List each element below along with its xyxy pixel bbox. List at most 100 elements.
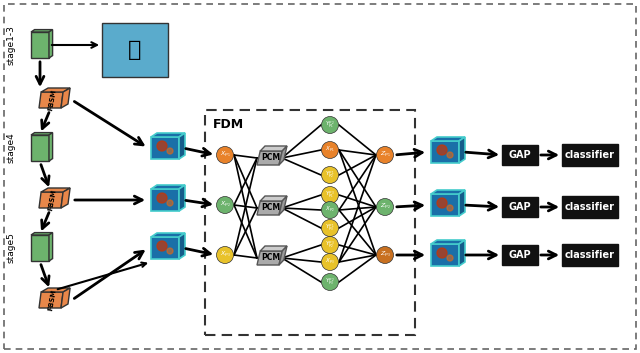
Polygon shape bbox=[459, 240, 465, 266]
Circle shape bbox=[157, 193, 167, 203]
Circle shape bbox=[376, 146, 394, 163]
Polygon shape bbox=[31, 233, 52, 235]
Text: FBSM: FBSM bbox=[47, 289, 57, 311]
Circle shape bbox=[157, 241, 167, 251]
Polygon shape bbox=[151, 185, 185, 189]
Polygon shape bbox=[151, 233, 185, 237]
Text: $X_{p_2}$: $X_{p_2}$ bbox=[220, 200, 230, 210]
FancyBboxPatch shape bbox=[502, 197, 538, 217]
Polygon shape bbox=[431, 190, 465, 194]
Polygon shape bbox=[179, 185, 185, 211]
Polygon shape bbox=[151, 237, 179, 259]
Text: $X_{p_3}$: $X_{p_3}$ bbox=[220, 250, 230, 260]
Polygon shape bbox=[260, 196, 287, 201]
Polygon shape bbox=[41, 188, 70, 192]
Polygon shape bbox=[49, 133, 52, 161]
Polygon shape bbox=[41, 288, 70, 292]
Text: $Y^{p_3}_{p_1}$: $Y^{p_3}_{p_1}$ bbox=[325, 189, 335, 201]
Polygon shape bbox=[31, 135, 49, 161]
Circle shape bbox=[216, 246, 234, 263]
FancyBboxPatch shape bbox=[502, 145, 538, 165]
Polygon shape bbox=[279, 196, 287, 215]
Circle shape bbox=[167, 200, 173, 206]
Circle shape bbox=[321, 116, 339, 133]
Circle shape bbox=[321, 142, 339, 158]
Text: $Y^{p_1}_{p_3}$: $Y^{p_1}_{p_3}$ bbox=[325, 222, 335, 234]
Polygon shape bbox=[431, 141, 459, 163]
FancyBboxPatch shape bbox=[562, 196, 618, 218]
Polygon shape bbox=[179, 133, 185, 159]
Text: PCM: PCM bbox=[261, 203, 280, 213]
Polygon shape bbox=[151, 133, 185, 137]
Polygon shape bbox=[61, 288, 70, 308]
FancyBboxPatch shape bbox=[102, 23, 168, 77]
Text: 🐦: 🐦 bbox=[128, 40, 141, 60]
Text: classifier: classifier bbox=[565, 150, 615, 160]
Circle shape bbox=[437, 198, 447, 208]
Circle shape bbox=[321, 274, 339, 291]
Polygon shape bbox=[61, 188, 70, 208]
Circle shape bbox=[437, 145, 447, 155]
Text: $Y^{p_2}_{p_3}$: $Y^{p_2}_{p_3}$ bbox=[325, 276, 335, 288]
Polygon shape bbox=[257, 201, 282, 215]
Circle shape bbox=[321, 237, 339, 253]
Text: FDM: FDM bbox=[213, 118, 244, 131]
Text: $Y^{p_2}_{p_1}$: $Y^{p_2}_{p_1}$ bbox=[325, 119, 335, 131]
Polygon shape bbox=[260, 146, 287, 151]
Text: PCM: PCM bbox=[261, 253, 280, 263]
Polygon shape bbox=[41, 88, 70, 92]
Text: PCM: PCM bbox=[261, 154, 280, 162]
Text: classifier: classifier bbox=[565, 202, 615, 212]
Circle shape bbox=[437, 248, 447, 258]
Polygon shape bbox=[179, 233, 185, 259]
Text: GAP: GAP bbox=[509, 150, 531, 160]
Polygon shape bbox=[459, 137, 465, 163]
Text: $X_{p_3}$: $X_{p_3}$ bbox=[325, 257, 335, 267]
Circle shape bbox=[376, 246, 394, 263]
Polygon shape bbox=[151, 137, 179, 159]
Text: $Z_{p_3}$: $Z_{p_3}$ bbox=[380, 250, 390, 260]
Text: stage1-3: stage1-3 bbox=[7, 25, 16, 65]
Polygon shape bbox=[39, 292, 63, 308]
Circle shape bbox=[321, 186, 339, 203]
Text: GAP: GAP bbox=[509, 250, 531, 260]
FancyBboxPatch shape bbox=[502, 245, 538, 265]
Circle shape bbox=[321, 202, 339, 219]
Circle shape bbox=[447, 152, 453, 158]
Text: classifier: classifier bbox=[565, 250, 615, 260]
Polygon shape bbox=[31, 30, 52, 32]
Polygon shape bbox=[431, 244, 459, 266]
Circle shape bbox=[167, 248, 173, 254]
Text: $Y^{p_1}_{p_2}$: $Y^{p_1}_{p_2}$ bbox=[325, 169, 335, 181]
FancyBboxPatch shape bbox=[562, 144, 618, 166]
Polygon shape bbox=[39, 92, 63, 108]
Polygon shape bbox=[49, 30, 52, 58]
Text: $X_{p_1}$: $X_{p_1}$ bbox=[220, 150, 230, 160]
Circle shape bbox=[321, 220, 339, 237]
Text: stage5: stage5 bbox=[7, 233, 16, 263]
Circle shape bbox=[447, 205, 453, 211]
Text: $Y^{p_3}_{p_2}$: $Y^{p_3}_{p_2}$ bbox=[325, 239, 335, 251]
Text: $X_{p_2}$: $X_{p_2}$ bbox=[325, 205, 335, 215]
Polygon shape bbox=[279, 146, 287, 165]
Text: GAP: GAP bbox=[509, 202, 531, 212]
Circle shape bbox=[447, 255, 453, 261]
Polygon shape bbox=[31, 133, 52, 135]
Text: $Z_{p_1}$: $Z_{p_1}$ bbox=[380, 150, 390, 160]
Polygon shape bbox=[431, 137, 465, 141]
Polygon shape bbox=[257, 251, 282, 265]
Text: stage4: stage4 bbox=[7, 133, 16, 163]
Polygon shape bbox=[459, 190, 465, 216]
Polygon shape bbox=[257, 151, 282, 165]
Circle shape bbox=[376, 198, 394, 215]
Polygon shape bbox=[39, 192, 63, 208]
Polygon shape bbox=[260, 246, 287, 251]
Polygon shape bbox=[31, 32, 49, 58]
Circle shape bbox=[167, 148, 173, 154]
Text: $Z_{p_2}$: $Z_{p_2}$ bbox=[380, 202, 390, 212]
Circle shape bbox=[321, 167, 339, 184]
Text: $X_{p_1}$: $X_{p_1}$ bbox=[325, 145, 335, 155]
Polygon shape bbox=[431, 194, 459, 216]
Circle shape bbox=[157, 141, 167, 151]
Circle shape bbox=[216, 197, 234, 214]
